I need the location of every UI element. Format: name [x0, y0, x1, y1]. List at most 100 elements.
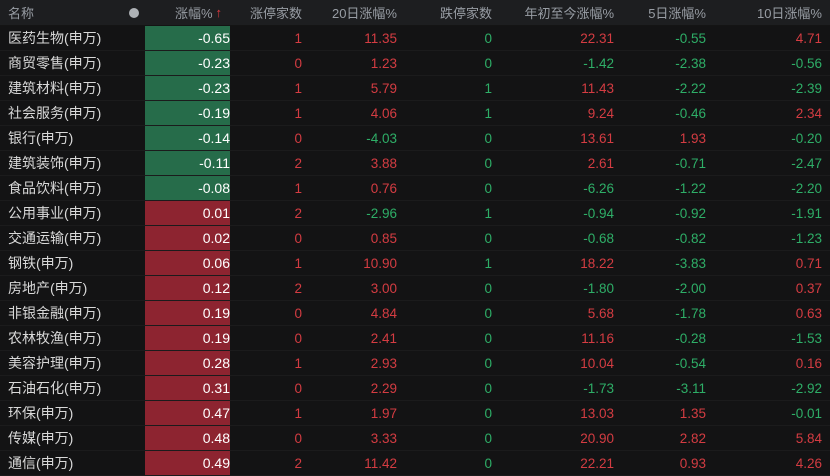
- table-row[interactable]: 通信(申万) 0.49 2 11.42 0 22.21 0.93 4.26: [0, 451, 830, 476]
- chg-20d: 2.29: [370, 380, 397, 396]
- table-row[interactable]: 传媒(申万) 0.48 0 3.33 0 20.90 2.82 5.84: [0, 426, 830, 451]
- sector-name: 房地产(申万): [8, 280, 88, 296]
- table-row[interactable]: 商贸零售(申万) -0.23 0 1.23 0 -1.42 -2.38 -0.5…: [0, 51, 830, 76]
- chg-5d: 1.93: [679, 130, 706, 146]
- limit-down-count: 1: [484, 105, 492, 121]
- table-row[interactable]: 建筑材料(申万) -0.23 1 5.79 1 11.43 -2.22 -2.3…: [0, 76, 830, 101]
- limit-down-count: 0: [484, 430, 492, 446]
- limit-down-count: 0: [484, 130, 492, 146]
- change-cell: -0.19: [145, 101, 230, 125]
- change-cell: 0.12: [145, 276, 230, 300]
- chg-5d: -0.54: [675, 355, 706, 371]
- header-chg-20d[interactable]: 20日涨幅%: [331, 6, 397, 21]
- sector-name: 建筑材料(申万): [8, 80, 102, 96]
- limit-down-count: 0: [484, 330, 492, 346]
- header-name-label: 名称: [8, 6, 35, 21]
- chg-5d: -0.28: [675, 330, 706, 346]
- table-row[interactable]: 非银金融(申万) 0.19 0 4.84 0 5.68 -1.78 0.63: [0, 301, 830, 326]
- ytd-chg: 13.61: [580, 130, 614, 146]
- chg-5d: -3.11: [676, 380, 706, 396]
- ytd-chg: -6.26: [583, 180, 614, 196]
- limit-up-count: 1: [294, 180, 302, 196]
- table-row[interactable]: 食品饮料(申万) -0.08 1 0.76 0 -6.26 -1.22 -2.2…: [0, 176, 830, 201]
- limit-down-count: 0: [484, 155, 492, 171]
- chg-5d: -1.22: [675, 180, 706, 196]
- column-config-dot-icon[interactable]: [129, 7, 139, 18]
- chg-5d: -0.82: [675, 230, 706, 246]
- chg-10d: -1.23: [791, 230, 822, 246]
- limit-down-count: 1: [484, 80, 492, 96]
- sector-name: 非银金融(申万): [8, 305, 102, 321]
- sector-name: 社会服务(申万): [8, 105, 102, 121]
- chg-20d: 1.23: [370, 55, 397, 71]
- change-cell: 0.47: [145, 401, 230, 425]
- chg-5d: -0.46: [675, 105, 706, 121]
- chg-20d: -2.96: [366, 205, 397, 221]
- table-row[interactable]: 医药生物(申万) -0.65 1 11.35 0 22.31 -0.55 4.7…: [0, 26, 830, 51]
- limit-up-count: 2: [294, 280, 302, 296]
- limit-up-count: 0: [294, 330, 302, 346]
- chg-10d: -0.56: [791, 55, 822, 71]
- header-change[interactable]: 涨幅% ↑: [145, 0, 230, 25]
- header-limit-up[interactable]: 涨停家数: [249, 6, 302, 21]
- sector-name: 商贸零售(申万): [8, 55, 102, 71]
- table-row[interactable]: 银行(申万) -0.14 0 -4.03 0 13.61 1.93 -0.20: [0, 126, 830, 151]
- ytd-chg: 13.03: [580, 405, 614, 421]
- ytd-chg: -1.42: [583, 55, 614, 71]
- chg-5d: -0.92: [675, 205, 706, 221]
- change-cell: 0.28: [145, 351, 230, 375]
- chg-20d: 3.33: [370, 430, 397, 446]
- table-row[interactable]: 房地产(申万) 0.12 2 3.00 0 -1.80 -2.00 0.37: [0, 276, 830, 301]
- chg-20d: -4.03: [366, 130, 397, 146]
- header-ytd[interactable]: 年初至今涨幅%: [524, 6, 614, 21]
- change-cell: 0.31: [145, 376, 230, 400]
- ytd-chg: 18.22: [580, 255, 614, 271]
- chg-10d: 4.26: [795, 455, 822, 471]
- table-row[interactable]: 社会服务(申万) -0.19 1 4.06 1 9.24 -0.46 2.34: [0, 101, 830, 126]
- chg-20d: 10.90: [363, 255, 397, 271]
- limit-down-count: 1: [484, 255, 492, 271]
- chg-10d: -2.47: [791, 155, 822, 171]
- chg-10d: 5.84: [795, 430, 822, 446]
- limit-up-count: 2: [294, 205, 302, 221]
- header-chg-5d[interactable]: 5日涨幅%: [648, 6, 706, 21]
- limit-up-count: 1: [294, 30, 302, 46]
- limit-down-count: 0: [484, 355, 492, 371]
- sector-name: 石油石化(申万): [8, 380, 102, 396]
- chg-10d: -1.91: [791, 205, 822, 221]
- chg-10d: -2.92: [791, 380, 822, 396]
- change-cell: -0.11: [145, 151, 230, 175]
- ytd-chg: 11.16: [581, 330, 614, 346]
- limit-up-count: 0: [294, 55, 302, 71]
- table-row[interactable]: 交通运输(申万) 0.02 0 0.85 0 -0.68 -0.82 -1.23: [0, 226, 830, 251]
- ytd-chg: -1.73: [583, 380, 614, 396]
- chg-5d: 1.35: [679, 405, 706, 421]
- table-row[interactable]: 石油石化(申万) 0.31 0 2.29 0 -1.73 -3.11 -2.92: [0, 376, 830, 401]
- ytd-chg: 22.21: [580, 455, 614, 471]
- table-row[interactable]: 公用事业(申万) 0.01 2 -2.96 1 -0.94 -0.92 -1.9…: [0, 201, 830, 226]
- header-chg-10d[interactable]: 10日涨幅%: [756, 6, 822, 21]
- sector-name: 钢铁(申万): [8, 255, 74, 271]
- table-row[interactable]: 美容护理(申万) 0.28 1 2.93 0 10.04 -0.54 0.16: [0, 351, 830, 376]
- chg-20d: 3.88: [370, 155, 397, 171]
- table-row[interactable]: 环保(申万) 0.47 1 1.97 0 13.03 1.35 -0.01: [0, 401, 830, 426]
- chg-5d: -0.55: [675, 30, 706, 46]
- table-row[interactable]: 农林牧渔(申万) 0.19 0 2.41 0 11.16 -0.28 -1.53: [0, 326, 830, 351]
- header-limit-down[interactable]: 跌停家数: [439, 6, 492, 21]
- chg-20d: 3.00: [370, 280, 397, 296]
- ytd-chg: 2.61: [587, 155, 614, 171]
- chg-10d: 0.63: [795, 305, 822, 321]
- chg-20d: 1.97: [370, 405, 397, 421]
- table-row[interactable]: 钢铁(申万) 0.06 1 10.90 1 18.22 -3.83 0.71: [0, 251, 830, 276]
- chg-5d: -2.00: [675, 280, 706, 296]
- ytd-chg: -0.94: [583, 205, 614, 221]
- header-name[interactable]: 名称: [0, 0, 145, 25]
- table-row[interactable]: 建筑装饰(申万) -0.11 2 3.88 0 2.61 -0.71 -2.47: [0, 151, 830, 176]
- ytd-chg: 9.24: [587, 105, 614, 121]
- limit-down-count: 0: [484, 280, 492, 296]
- change-cell: -0.23: [145, 76, 230, 100]
- sort-ascending-icon: ↑: [215, 5, 223, 20]
- chg-20d: 4.84: [370, 305, 397, 321]
- sector-name: 农林牧渔(申万): [8, 330, 102, 346]
